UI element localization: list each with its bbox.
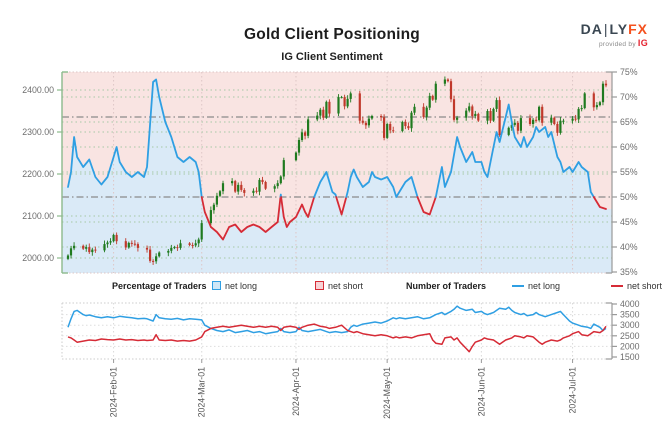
provided-by: provided by IG [598,38,648,48]
net-short-swatch-icon [315,281,324,290]
svg-text:2024-Jun-01: 2024-Jun-01 [476,367,486,417]
gold-candles [66,76,608,265]
date-axis-labels: 2024-Feb-01 2024-Mar-01 2024-Apr-01 2024-Ma… [109,359,578,419]
legend-pct-title: Percentage of Traders [112,281,207,291]
legend-pct-net-short: net short [315,281,363,291]
net-long-pct-line [67,78,607,241]
traders-net-short-line [67,323,607,353]
svg-text:3500: 3500 [620,310,640,320]
svg-text:2400.00: 2400.00 [22,85,54,95]
svg-text:40%: 40% [620,242,638,252]
dailyfx-logo: DA|LYFX provided by IG [581,22,648,49]
ig-logo: IG [637,38,648,48]
svg-text:70%: 70% [620,92,638,102]
svg-text:2024-Mar-01: 2024-Mar-01 [197,367,207,417]
legend-pct-net-long: net long [212,281,257,291]
legend-num-net-short: net short [611,281,662,291]
svg-text:2024-Feb-01: 2024-Feb-01 [109,367,119,417]
svg-text:4000: 4000 [620,299,640,309]
svg-text:2300.00: 2300.00 [22,127,54,137]
svg-text:2024-May-01: 2024-May-01 [382,367,392,419]
net-long-swatch-icon [212,281,221,290]
svg-text:60%: 60% [620,142,638,152]
svg-text:2024-Jul-01: 2024-Jul-01 [568,367,578,414]
page-title: Gold Client Positioning [244,26,420,43]
svg-text:45%: 45% [620,217,638,227]
net-short-dash-icon [611,285,623,287]
logo-fx: FX [628,21,648,37]
logo-bar-icon: | [603,21,609,37]
svg-text:35%: 35% [620,267,638,277]
svg-text:2000.00: 2000.00 [22,253,54,263]
svg-text:3000: 3000 [620,320,640,330]
chart-subtitle: IG Client Sentiment [281,51,383,63]
svg-text:55%: 55% [620,167,638,177]
net-long-dash-icon [512,285,524,287]
main-chart: 2400.00 2300.00 2200.00 2100.00 2000.00 75% 70… [22,67,638,277]
sentiment-below-fill [62,79,612,273]
traders-net-long-line [67,305,607,335]
dailyfx-wordmark: DA|LYFX [580,21,648,37]
svg-text:2200.00: 2200.00 [22,169,54,179]
svg-text:2000: 2000 [620,341,640,351]
svg-text:2100.00: 2100.00 [22,211,54,221]
svg-text:2500: 2500 [620,331,640,341]
legend-num-net-long: net long [512,281,560,291]
svg-text:65%: 65% [620,117,638,127]
legend: Percentage of Traders net long net short… [0,281,664,296]
svg-text:1500: 1500 [620,352,640,362]
svg-text:2024-Apr-01: 2024-Apr-01 [291,367,301,416]
svg-text:75%: 75% [620,67,638,77]
svg-text:50%: 50% [620,192,638,202]
legend-num-title: Number of Traders [406,281,487,291]
